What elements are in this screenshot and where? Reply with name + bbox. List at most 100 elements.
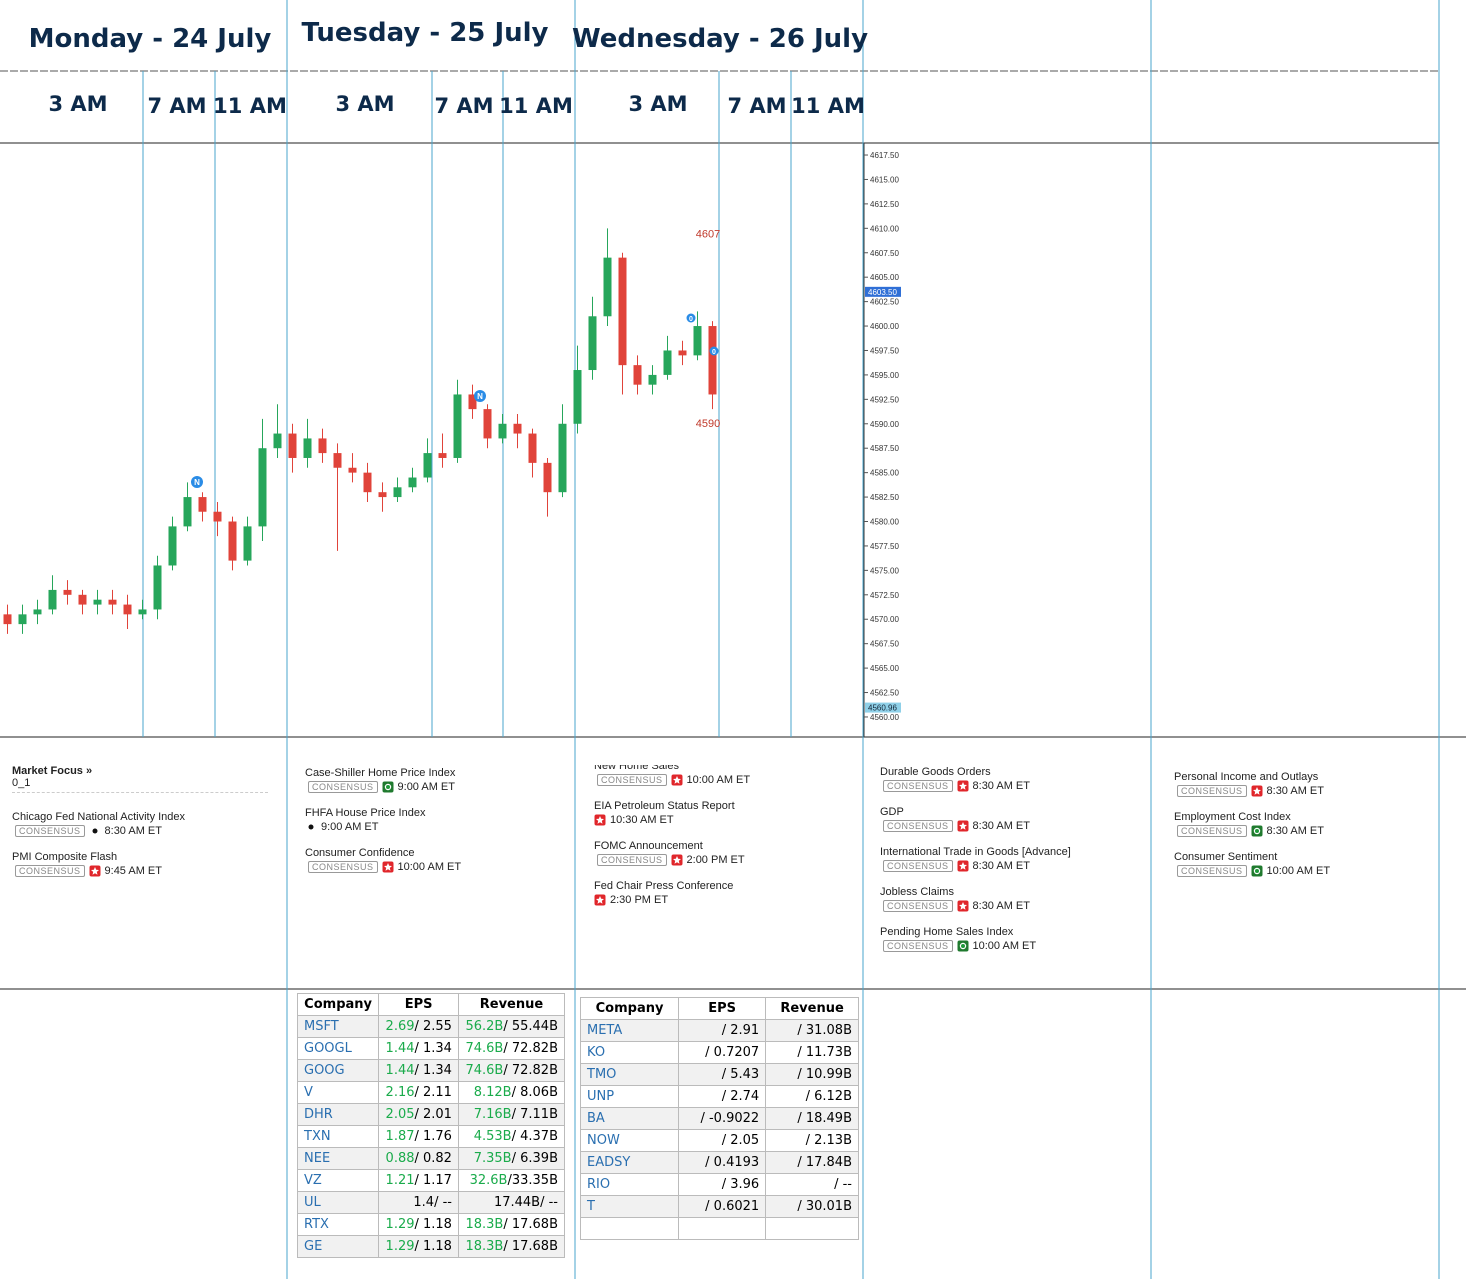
event: New Home Sales CONSENSUS 10:00 AM ET: [594, 765, 750, 786]
company-cell: TMO: [579, 1063, 680, 1086]
estimate: / 1.18: [414, 1239, 452, 1254]
candle-body: [693, 326, 702, 356]
company-cell: RTX: [296, 1213, 380, 1236]
estimate: / 0.82: [414, 1151, 452, 1166]
price-marker-label: 4560.96: [868, 704, 897, 713]
candle-body: [273, 433, 282, 449]
value-cell: 32.6B/33.35B: [457, 1169, 566, 1192]
event-time: 10:30 AM ET: [610, 814, 674, 826]
actual: 4.53B: [473, 1129, 512, 1144]
candle-body: [48, 589, 57, 610]
event-column: New Home Sales CONSENSUS 10:00 AM ET EIA Pe…: [594, 765, 750, 920]
consensus-badge: CONSENSUS: [15, 825, 85, 837]
header-cell: Revenue: [457, 993, 566, 1016]
event-time: 10:00 AM ET: [397, 861, 462, 873]
value-cell: 4.53B/ 4.37B: [457, 1125, 566, 1148]
event-name: GDP: [880, 806, 904, 818]
event-line: CONSENSUS 8:30 AM ET: [880, 860, 1071, 872]
actual: 2.16: [385, 1085, 415, 1100]
event-time: 9:00 AM ET: [397, 781, 455, 793]
consensus-badge: CONSENSUS: [308, 781, 378, 793]
earnings-row: DHR 2.05/ 2.01 7.16B/ 7.11B: [296, 1103, 566, 1126]
candle-body: [513, 423, 522, 434]
actual: 1.29: [385, 1239, 415, 1254]
actual: 74.6B: [465, 1063, 504, 1078]
actual: 18.3B: [465, 1217, 504, 1232]
consensus-badge: CONSENSUS: [883, 820, 953, 832]
earnings-row: UNP/ 2.74/ 6.12B: [579, 1085, 859, 1108]
earnings-row: TMO/ 5.43/ 10.99B: [579, 1063, 859, 1086]
star: [1252, 787, 1261, 795]
earnings-row: GOOG 1.44/ 1.34 74.6B/ 72.82B: [296, 1059, 566, 1082]
event: Fed Chair Press Conference 2:30 PM ET: [594, 880, 750, 906]
event-name: Case-Shiller Home Price Index: [305, 767, 456, 779]
importance-icon: [957, 940, 969, 952]
event-name: EIA Petroleum Status Report: [594, 800, 735, 812]
event-line: 2:30 PM ET: [594, 894, 750, 906]
company-cell: V: [296, 1081, 380, 1104]
candle-body: [708, 326, 717, 395]
event-time: 8:30 AM ET: [1266, 785, 1324, 797]
value-cell: 2.16/ 2.11: [378, 1081, 459, 1104]
earnings-table: Company EPS Revenue MSFT 2.69/ 2.55 56.2B/ 55…: [296, 993, 566, 1258]
time-label: 11 AM: [791, 94, 865, 118]
y-tick-label: 4597.50: [870, 346, 899, 355]
day-title: Monday - 24 July: [28, 24, 272, 54]
company-cell: MSFT: [296, 1015, 380, 1038]
event-line: CONSENSUS 2:00 PM ET: [594, 854, 750, 866]
actual: 1.29: [385, 1217, 415, 1232]
event-name: PMI Composite Flash: [12, 851, 118, 863]
news-badge-label: 0: [712, 349, 716, 356]
event-time: 2:00 PM ET: [686, 854, 745, 866]
estimate: / 4.37B: [511, 1129, 558, 1144]
actual: 0.88: [385, 1151, 415, 1166]
actual: 1.44: [385, 1063, 415, 1078]
header-row: Company EPS Revenue: [296, 993, 566, 1016]
candle-body: [603, 257, 612, 317]
event-name: Durable Goods Orders: [880, 766, 991, 778]
time-label: 11 AM: [499, 94, 573, 118]
candle-body: [18, 614, 27, 625]
news-badge-label: N: [194, 478, 200, 487]
empty-cell: [678, 1217, 767, 1240]
candle-body: [393, 487, 402, 498]
estimate: / 1.34: [414, 1041, 452, 1056]
event-line: CONSENSUS 8:30 AM ET: [880, 820, 1071, 832]
candle-body: [243, 526, 252, 561]
event: FHFA House Price Index 9:00 AM ET: [305, 807, 461, 833]
candle-body: [138, 609, 147, 615]
candle-body: [153, 565, 162, 610]
event-line: CONSENSUS 10:00 AM ET: [1174, 865, 1330, 877]
candle-body: [633, 365, 642, 385]
value-cell: 2.69/ 2.55: [378, 1015, 459, 1038]
earnings-row: GOOGL 1.44/ 1.34 74.6B/ 72.82B: [296, 1037, 566, 1060]
event-time: 10:00 AM ET: [972, 940, 1037, 952]
candle-body: [588, 316, 597, 371]
event-time: 8:30 AM ET: [972, 820, 1030, 832]
candle-body: [288, 433, 297, 458]
y-tick-label: 4577.50: [870, 542, 899, 551]
value-cell: 1.44/ 1.34: [378, 1059, 459, 1082]
y-tick-label: 4565.00: [870, 664, 899, 673]
estimate: / 55.44B: [503, 1019, 558, 1034]
company-cell: KO: [579, 1041, 680, 1064]
event: Pending Home Sales Index CONSENSUS 10:00 A…: [880, 926, 1071, 952]
consensus-badge: CONSENSUS: [883, 780, 953, 792]
event-name: Pending Home Sales Index: [880, 926, 1014, 938]
value-cell: 1.4/ --: [378, 1191, 459, 1214]
news-badge: [474, 390, 486, 402]
y-tick-label: 4587.50: [870, 444, 899, 453]
importance-icon: [671, 774, 683, 786]
value-cell: / 17.84B: [765, 1151, 859, 1174]
event-column: Personal Income and Outlays CONSENSUS 8:30…: [1174, 771, 1330, 891]
y-tick-label: 4610.00: [870, 224, 899, 233]
value-cell: 74.6B/ 72.82B: [457, 1037, 566, 1060]
candle-body: [93, 599, 102, 605]
importance-icon: [957, 900, 969, 912]
header-cell: Company: [579, 997, 680, 1020]
y-tick-label: 4582.50: [870, 493, 899, 502]
company-cell: TXN: [296, 1125, 380, 1148]
event-line: CONSENSUS 10:00 AM ET: [594, 774, 750, 786]
company-cell: VZ: [296, 1169, 380, 1192]
star: [672, 856, 681, 864]
